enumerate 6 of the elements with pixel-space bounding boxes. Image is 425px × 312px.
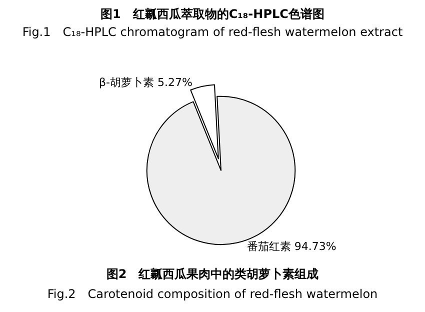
text: Fig.2 Carotenoid composition of red-flesh watermelon xyxy=(46,286,379,303)
slice-label: 番茄红素 94.73% xyxy=(246,240,336,254)
text: 图2 红瓤西瓜果肉中的类胡萝卜素组成 xyxy=(105,266,320,283)
slice-label: β-胡萝卜素 5.27% xyxy=(99,76,192,89)
caption: 图1 红瓤西瓜萃取物的C₁₈-HPLC色谱图 xyxy=(100,6,326,23)
caption: Fig.1 C₁₈-HPLC chromatogram of red-flesh watermelon extract xyxy=(21,24,404,41)
